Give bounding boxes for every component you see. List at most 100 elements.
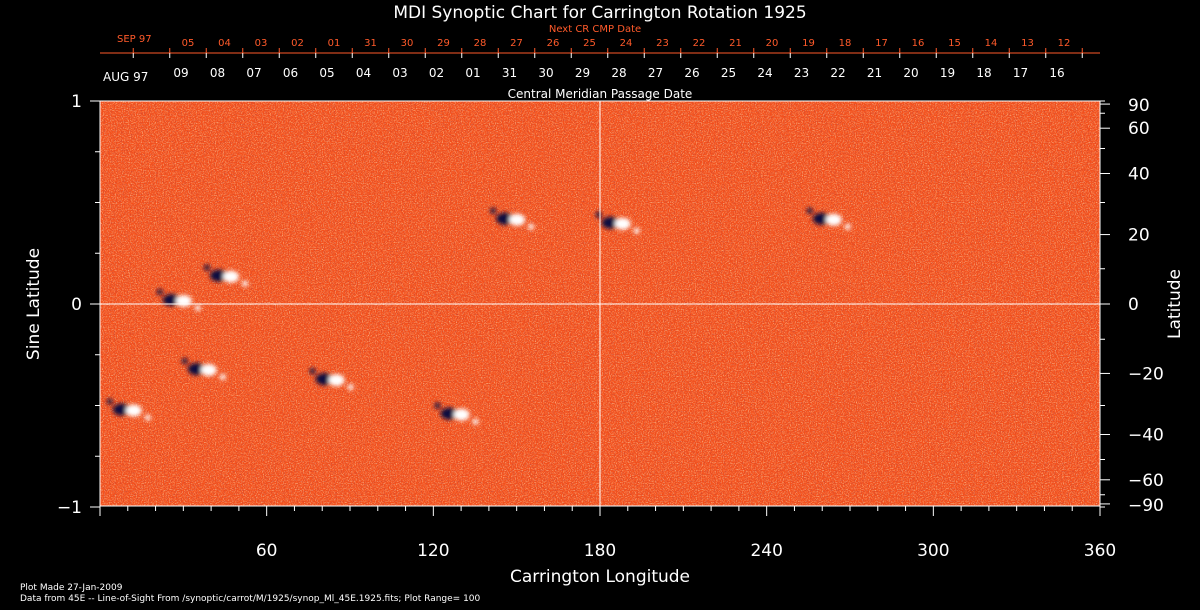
- next-cr-date: 12: [1058, 38, 1071, 49]
- next-cr-date: 23: [656, 38, 669, 49]
- cmp-date: 21: [867, 66, 882, 80]
- cmp-label: Central Meridian Passage Date: [508, 87, 693, 101]
- next-cr-date: 19: [802, 38, 815, 49]
- next-cr-label: Next CR CMP Date: [549, 24, 641, 35]
- next-cr-date: 03: [255, 38, 268, 49]
- cmp-date: 04: [356, 66, 371, 80]
- right-tick-label: 20: [1128, 226, 1150, 246]
- cmp-date: 03: [392, 66, 407, 80]
- negative-polarity-spot: [309, 368, 316, 375]
- x-tick-label: 180: [584, 541, 616, 561]
- chart-title: MDI Synoptic Chart for Carrington Rotati…: [393, 3, 806, 23]
- positive-polarity-spot: [242, 280, 248, 287]
- negative-polarity-spot: [434, 402, 441, 409]
- right-axis-label: Latitude: [1165, 269, 1185, 339]
- cmp-tick-marks: [132, 53, 1083, 58]
- next-cr-date: 16: [912, 38, 925, 49]
- data-source-note: Data from 45E -- Line-of-Sight From /syn…: [20, 594, 481, 604]
- next-cr-date: 28: [474, 38, 487, 49]
- negative-polarity-spot: [156, 288, 163, 295]
- right-tick-label: −40: [1128, 425, 1164, 445]
- negative-polarity-spot: [106, 398, 113, 405]
- cmp-date: 25: [721, 66, 736, 80]
- next-cr-date: 26: [547, 38, 560, 49]
- positive-polarity-spot: [328, 374, 345, 387]
- cmp-date: 26: [684, 66, 699, 80]
- x-tick-labels: 60 120 180 240 300 360: [256, 541, 1116, 561]
- cmp-date: 02: [429, 66, 444, 80]
- positive-polarity-spot: [347, 384, 354, 391]
- next-cr-month: SEP 97: [117, 34, 152, 45]
- right-tick-label: 40: [1128, 165, 1150, 185]
- right-tick-label: −20: [1128, 364, 1164, 384]
- positive-polarity-spot: [825, 213, 842, 226]
- cmp-date: 24: [757, 66, 772, 80]
- next-cr-date: 21: [729, 38, 742, 49]
- left-tick-label: −1: [57, 498, 82, 518]
- next-cr-tick-marks: [100, 48, 1100, 54]
- next-cr-date: 31: [364, 38, 377, 49]
- cmp-date: 22: [830, 66, 845, 80]
- right-tick-label: −60: [1128, 471, 1164, 491]
- positive-polarity-spot: [125, 404, 142, 417]
- cmp-date: 27: [648, 66, 663, 80]
- next-cr-date: 29: [437, 38, 450, 49]
- negative-polarity-spot: [490, 207, 497, 214]
- negative-polarity-spot: [181, 357, 188, 364]
- cmp-date: 01: [465, 66, 480, 80]
- cmp-date: 23: [794, 66, 809, 80]
- next-cr-date: 25: [583, 38, 596, 49]
- right-tick-label: −90: [1128, 496, 1164, 516]
- next-cr-date: 18: [839, 38, 852, 49]
- positive-polarity-spot: [614, 217, 631, 230]
- cmp-date: 06: [283, 66, 298, 80]
- positive-polarity-spot: [509, 213, 526, 226]
- positive-polarity-spot: [633, 227, 640, 234]
- positive-polarity-spot: [175, 294, 192, 307]
- positive-polarity-spot: [144, 414, 151, 421]
- right-tick-labels: 90 60 40 20 0 −20 −40 −60 −90: [1128, 96, 1164, 516]
- next-cr-date: 14: [985, 38, 998, 49]
- negative-polarity-spot: [806, 207, 813, 214]
- cmp-date: 18: [976, 66, 991, 80]
- next-cr-date: 30: [401, 38, 414, 49]
- positive-polarity-spot: [453, 408, 470, 421]
- next-cr-date: 04: [218, 38, 231, 49]
- active-regions: [106, 207, 851, 425]
- next-cr-date: 17: [875, 38, 888, 49]
- x-tick-label: 240: [750, 541, 782, 561]
- right-tick-label: 0: [1128, 295, 1139, 315]
- positive-polarity-spot: [219, 373, 226, 380]
- cmp-date: 29: [575, 66, 590, 80]
- next-cr-date: 20: [766, 38, 779, 49]
- x-tick-label: 60: [256, 541, 278, 561]
- next-cr-date: 27: [510, 38, 523, 49]
- cmp-date: 05: [319, 66, 334, 80]
- left-axis-label: Sine Latitude: [24, 248, 44, 360]
- cmp-date: 28: [611, 66, 626, 80]
- cmp-date: 20: [903, 66, 918, 80]
- positive-polarity-spot: [200, 363, 217, 376]
- next-cr-date: 05: [182, 38, 195, 49]
- left-tick-labels: 1 0 −1: [57, 92, 82, 518]
- x-tick-label: 360: [1084, 541, 1116, 561]
- next-cr-date: 02: [291, 38, 304, 49]
- positive-polarity-spot: [194, 304, 201, 311]
- negative-polarity-spot: [204, 264, 210, 271]
- axis-tick-marks: [90, 100, 1110, 516]
- x-axis-label: Carrington Longitude: [510, 567, 690, 587]
- cmp-date: 30: [538, 66, 553, 80]
- negative-polarity-spot: [595, 211, 602, 218]
- next-cr-dates: 05 04 03 02 01 31 30 29 28 27 26 25 24 23 22 21 20 19 18 17…: [182, 38, 1071, 49]
- next-cr-date: 01: [328, 38, 341, 49]
- cmp-date: 07: [246, 66, 261, 80]
- positive-polarity-spot: [472, 418, 479, 425]
- left-tick-label: 0: [71, 295, 82, 315]
- plot-made-note: Plot Made 27-Jan-2009: [20, 583, 123, 593]
- cmp-date: 16: [1049, 66, 1064, 80]
- cmp-dates: 09 08 07 06 05 04 03 02 01 31 30 29 28 27 26 25 24 23 22 21…: [173, 66, 1064, 80]
- right-tick-label: 90: [1128, 96, 1150, 116]
- x-tick-label: 120: [417, 541, 449, 561]
- cmp-date: 09: [173, 66, 188, 80]
- next-cr-date: 24: [620, 38, 633, 49]
